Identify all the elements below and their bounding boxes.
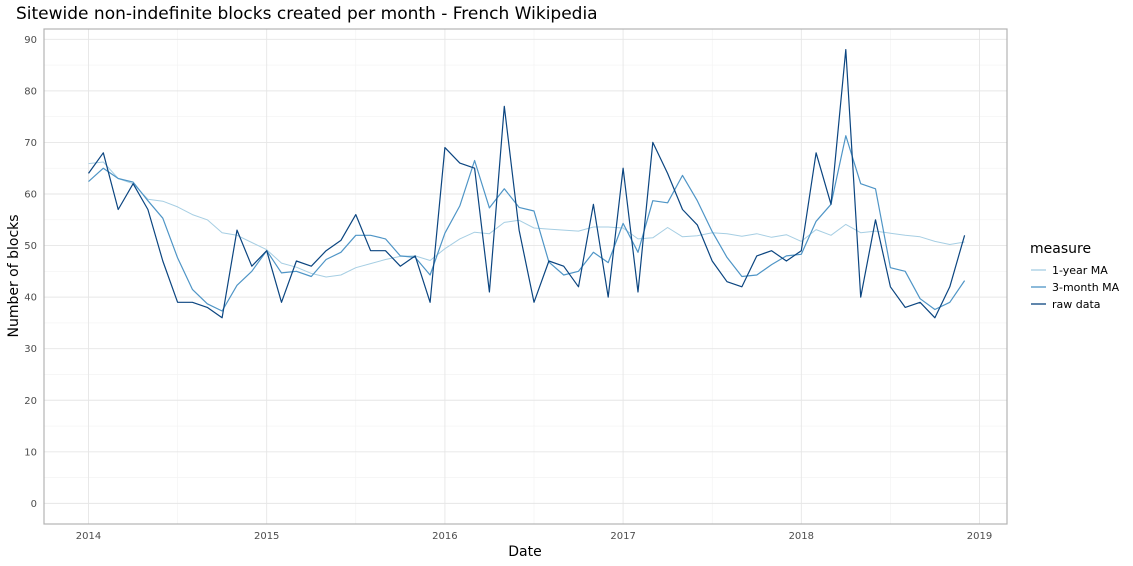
plot-panel-border [43,28,1008,525]
y-tick-label: 50 [24,241,37,252]
legend: measure 1-year MA 3-month MA raw data [1030,241,1120,311]
x-tick-label: 2017 [610,531,635,542]
plot-grid [44,29,1007,524]
legend-title: measure [1030,241,1091,257]
x-axis-title: Date [508,544,541,560]
x-axis-ticks: 2014 2015 2016 2017 2018 2019 [76,531,992,542]
legend-label-raw-data: raw data [1052,298,1101,311]
series-layer [88,48,966,319]
y-tick-label: 10 [24,447,37,458]
y-axis-ticks: 0 10 20 30 40 50 60 70 80 90 [24,35,37,510]
y-tick-label: 70 [24,138,37,149]
x-tick-label: 2015 [254,531,279,542]
y-tick-label: 30 [24,344,37,355]
series-line-3-month-ma [88,135,966,312]
x-tick-label: 2016 [432,531,457,542]
x-tick-label: 2019 [967,531,992,542]
x-tick-label: 2014 [76,531,101,542]
y-tick-label: 40 [24,293,37,304]
y-tick-label: 20 [24,396,37,407]
y-tick-label: 80 [24,86,37,97]
series-line-1-year-ma [88,161,965,278]
legend-label-1-year-ma: 1-year MA [1052,264,1108,277]
series-line-raw-data [88,48,966,319]
y-axis-title: Number of blocks [6,214,22,337]
legend-label-3-month-ma: 3-month MA [1052,281,1120,294]
x-tick-label: 2018 [789,531,814,542]
y-tick-label: 0 [31,499,37,510]
y-tick-label: 90 [24,35,37,46]
y-tick-label: 60 [24,190,37,201]
chart-title: Sitewide non-indefinite blocks created p… [16,4,598,24]
